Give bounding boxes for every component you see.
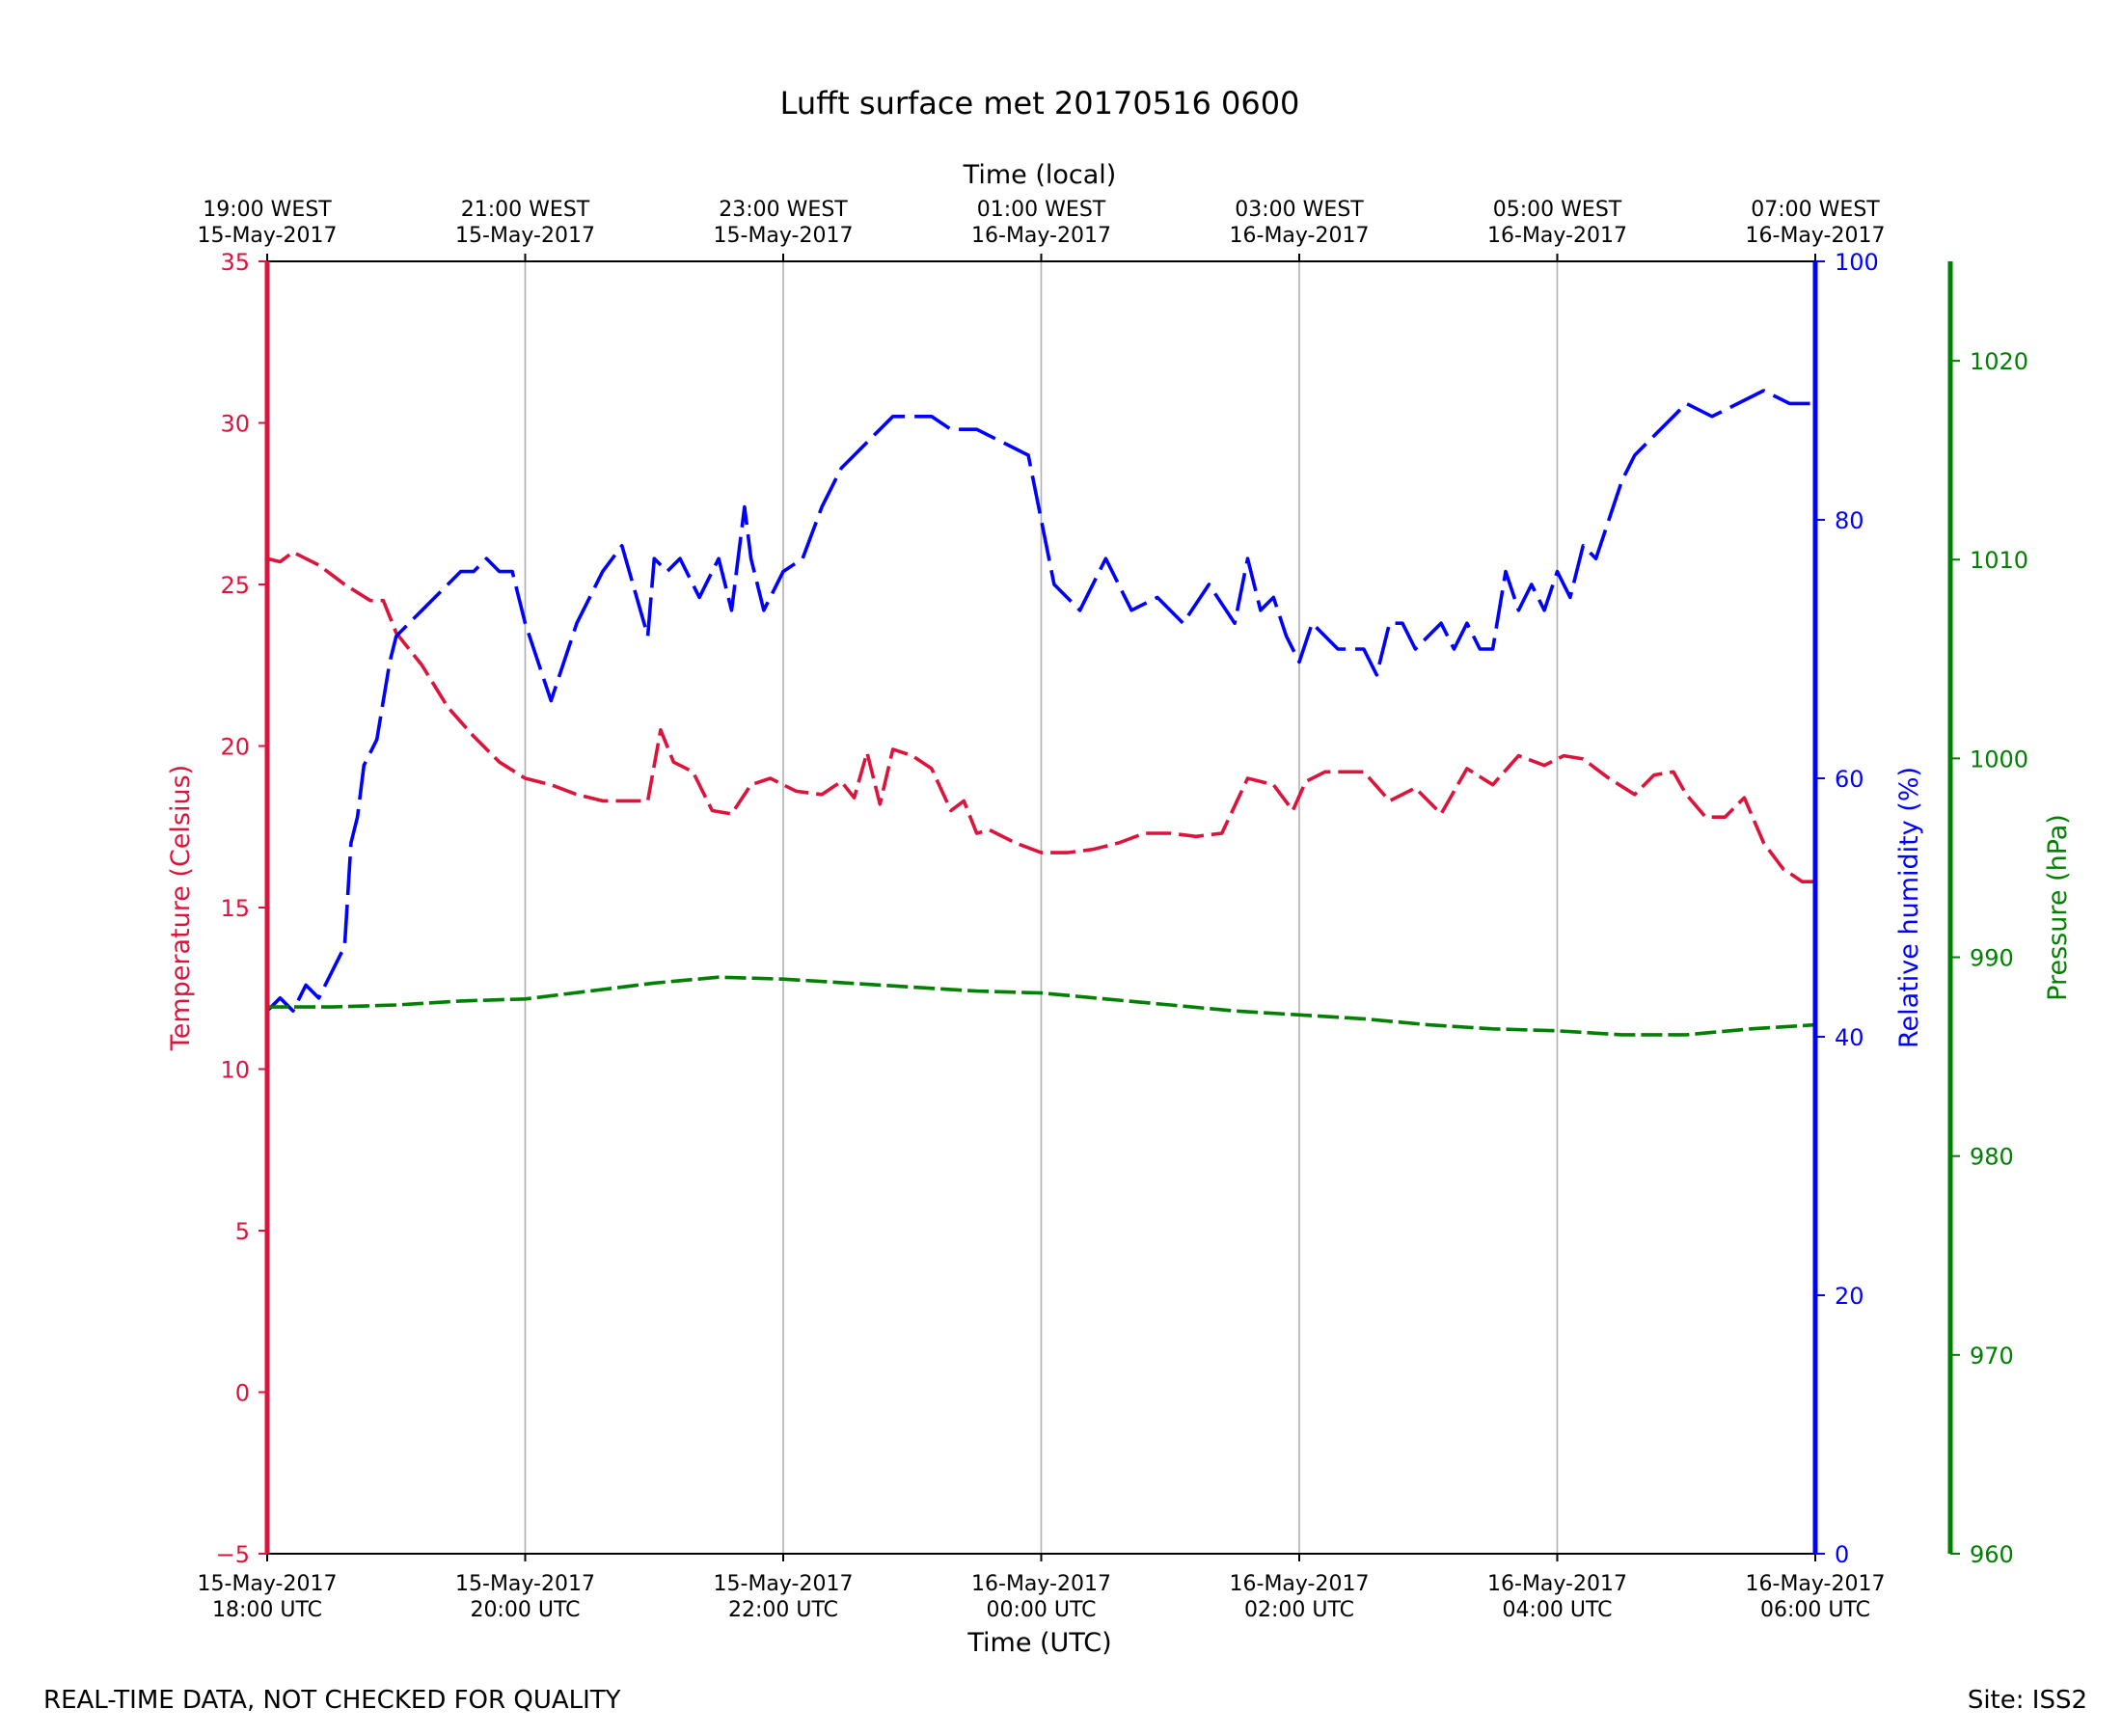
x-tick-time: 00:00 UTC: [986, 1598, 1096, 1622]
x-tick-time: 18:00 UTC: [212, 1598, 322, 1622]
x-tick-date: 16-May-2017: [1230, 1572, 1370, 1596]
humidity-series-line: [265, 389, 1815, 1013]
top-x-tick-date: 15-May-2017: [455, 224, 595, 248]
x-tick-date: 15-May-2017: [455, 1572, 595, 1596]
humidity-tick-label: 60: [1835, 766, 1864, 793]
temperature-axis-label: Temperature (Celsius): [166, 765, 196, 1051]
temperature-tick-label: −5: [216, 1541, 250, 1568]
pressure-tick-label: 960: [1970, 1541, 2014, 1568]
series-lines: [265, 389, 1816, 1037]
temperature-tick-label: 20: [220, 734, 250, 761]
humidity-tick-label: 100: [1835, 249, 1879, 276]
x-tick-time: 22:00 UTC: [728, 1598, 838, 1622]
top-x-tick-time: 19:00 WEST: [203, 198, 332, 222]
temperature-tick-label: 25: [220, 572, 250, 599]
x-tick-date: 16-May-2017: [971, 1572, 1111, 1596]
top-x-tick-date: 16-May-2017: [1487, 224, 1627, 248]
x-tick-time: 20:00 UTC: [470, 1598, 580, 1622]
x-tick-date: 16-May-2017: [1746, 1572, 1886, 1596]
top-x-tick-date: 15-May-2017: [198, 224, 338, 248]
temperature-tick-label: 0: [235, 1380, 250, 1407]
pressure-series-line: [267, 975, 1816, 1037]
temperature-tick-label: 10: [220, 1057, 250, 1084]
top-x-tick-date: 16-May-2017: [971, 224, 1111, 248]
humidity-tick-label: 20: [1835, 1283, 1864, 1310]
humidity-tick-label: 80: [1835, 507, 1864, 534]
top-x-tick-date: 15-May-2017: [714, 224, 854, 248]
temperature-tick-label: 30: [220, 411, 250, 438]
top-x-tick-time: 05:00 WEST: [1493, 198, 1622, 222]
x-tick-time: 02:00 UTC: [1244, 1598, 1354, 1622]
top-x-tick-time: 01:00 WEST: [977, 198, 1106, 222]
x-tick-date: 15-May-2017: [198, 1572, 338, 1596]
grid-lines: [524, 261, 1559, 1554]
top-x-tick-time: 03:00 WEST: [1235, 198, 1364, 222]
chart-title: Lufft surface met 20170516 0600: [780, 85, 1300, 122]
top-axis-label: Time (local): [963, 160, 1117, 190]
x-tick-date: 15-May-2017: [714, 1572, 854, 1596]
pressure-tick-label: 970: [1970, 1343, 2014, 1370]
site-label: Site: ISS2: [1967, 1686, 2087, 1715]
pressure-axis-label: Pressure (hPa): [2043, 814, 2073, 1001]
pressure-tick-label: 1020: [1970, 348, 2028, 375]
x-tick-date: 16-May-2017: [1487, 1572, 1627, 1596]
quality-disclaimer: REAL-TIME DATA, NOT CHECKED FOR QUALITY: [43, 1686, 621, 1715]
temperature-tick-label: 35: [220, 249, 250, 276]
top-x-tick-time: 23:00 WEST: [719, 198, 848, 222]
pressure-tick-label: 1000: [1970, 746, 2028, 773]
pressure-tick-label: 990: [1970, 945, 2014, 972]
humidity-axis-label: Relative humidity (%): [1894, 767, 1924, 1048]
top-x-tick-date: 16-May-2017: [1230, 224, 1370, 248]
temperature-series-line: [266, 550, 1815, 884]
temperature-tick-label: 5: [235, 1218, 250, 1245]
top-x-tick-time: 21:00 WEST: [461, 198, 590, 222]
pressure-tick-label: 980: [1970, 1144, 2014, 1171]
humidity-tick-label: 40: [1835, 1024, 1864, 1051]
humidity-tick-label: 0: [1835, 1541, 1849, 1568]
x-tick-time: 06:00 UTC: [1760, 1598, 1870, 1622]
pressure-tick-label: 1010: [1970, 547, 2028, 574]
x-tick-time: 04:00 UTC: [1502, 1598, 1612, 1622]
temperature-tick-label: 15: [220, 895, 250, 922]
top-x-tick-date: 16-May-2017: [1746, 224, 1886, 248]
top-x-tick-time: 07:00 WEST: [1751, 198, 1880, 222]
bottom-axis-label: Time (UTC): [966, 1628, 1111, 1658]
